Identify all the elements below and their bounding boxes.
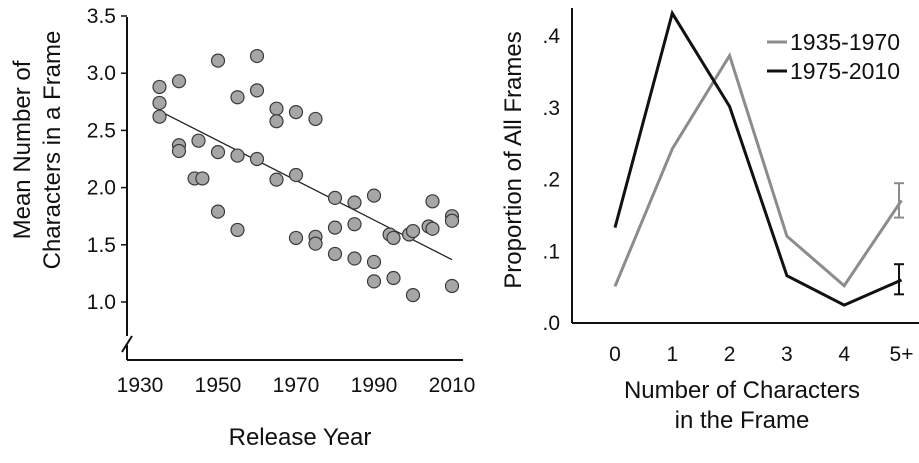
x-tick-label: 4 <box>838 343 850 366</box>
y-axis-title-line1: Mean Number of <box>9 60 36 239</box>
scatter-point <box>308 111 323 127</box>
scatter-point <box>171 74 187 89</box>
y-tick-label: 2.0 <box>87 177 116 200</box>
y-tick-label: .3 <box>542 97 560 120</box>
scatter-point <box>386 270 401 286</box>
scatter-point <box>210 53 226 68</box>
x-tick-label: 2 <box>724 343 736 366</box>
y-tick-label: 3.0 <box>87 62 116 85</box>
scatter-point <box>210 145 226 160</box>
scatter-point <box>230 148 245 163</box>
y-tick-label: 2.5 <box>87 119 116 142</box>
x-tick-label: 1930 <box>117 374 164 397</box>
scatter-point <box>152 79 167 95</box>
y-tick-label: 1.5 <box>87 234 116 257</box>
scatter-point <box>347 251 362 266</box>
scatter-point <box>269 114 284 129</box>
scatter-point <box>152 109 167 124</box>
scatter-point <box>327 246 343 262</box>
scatter-point <box>230 222 245 238</box>
axis-break-mark <box>121 335 133 353</box>
x-tick-label: 1990 <box>351 374 398 397</box>
scatter-point <box>191 133 206 148</box>
y-axis-title: Proportion of All Frames <box>500 31 527 288</box>
scatter-point <box>366 254 382 270</box>
scatter-point <box>347 195 362 210</box>
y-tick-label: .4 <box>542 25 560 48</box>
scatter-point <box>230 90 245 105</box>
line-chart-characters-per-frame: .0 .1 .2 .3 .4 0 1 2 3 4 5+ 1935-1970 1975-2010 Numbe… <box>500 8 919 434</box>
scatter-point <box>308 236 323 251</box>
scatter-chart-release-year: 1.0 1.5 2.0 2.5 3.0 3.5 1930 1950 1970 1990 2010 Re… <box>9 5 475 451</box>
scatter-point <box>347 217 362 232</box>
scatter-point <box>366 188 382 203</box>
x-tick-label: 5+ <box>890 343 914 366</box>
legend-label: 1935-1970 <box>790 29 900 55</box>
y-tick-label: .0 <box>542 312 560 335</box>
scatter-point <box>405 288 421 303</box>
scatter-point <box>327 190 343 205</box>
y-axis-title-line2: Characters in a Frame <box>39 31 66 270</box>
scatter-point <box>327 220 343 235</box>
scatter-point <box>249 151 265 167</box>
x-tick-label: 1970 <box>273 374 320 397</box>
scatter-point <box>425 221 440 236</box>
scatter-point <box>210 204 226 219</box>
series-line-1935-1970 <box>613 52 903 288</box>
scatter-point <box>425 194 440 209</box>
y-tick-label: .2 <box>542 169 560 192</box>
series-line-1975-2010 <box>613 9 903 307</box>
x-axis-title-line2: in the Frame <box>675 407 810 434</box>
scatter-point <box>269 101 284 116</box>
y-tick-label: 3.5 <box>87 5 116 28</box>
x-tick-label: 0 <box>609 343 621 366</box>
scatter-point <box>249 83 265 98</box>
scatter-point <box>171 143 187 159</box>
scatter-point <box>444 278 460 294</box>
scatter-point <box>249 48 265 64</box>
scatter-point <box>366 274 382 289</box>
scatter-point <box>405 223 421 239</box>
x-axis-title-line1: Number of Characters <box>624 377 860 404</box>
legend-label: 1975-2010 <box>790 58 900 84</box>
scatter-point <box>195 171 210 186</box>
x-tick-label: 3 <box>781 343 793 366</box>
scatter-point <box>386 230 401 246</box>
y-tick-label: 1.0 <box>87 291 116 314</box>
scatter-point <box>152 95 167 111</box>
x-tick-label: 1 <box>666 343 678 366</box>
x-axis-title: Release Year <box>229 424 372 451</box>
scatter-point <box>288 230 304 246</box>
scatter-point <box>444 213 460 228</box>
y-tick-label: .1 <box>542 240 560 263</box>
scatter-point <box>288 104 304 120</box>
x-tick-label: 2010 <box>429 374 476 397</box>
scatter-point <box>288 167 304 183</box>
x-tick-label: 1950 <box>195 374 242 397</box>
scatter-point <box>269 172 284 187</box>
